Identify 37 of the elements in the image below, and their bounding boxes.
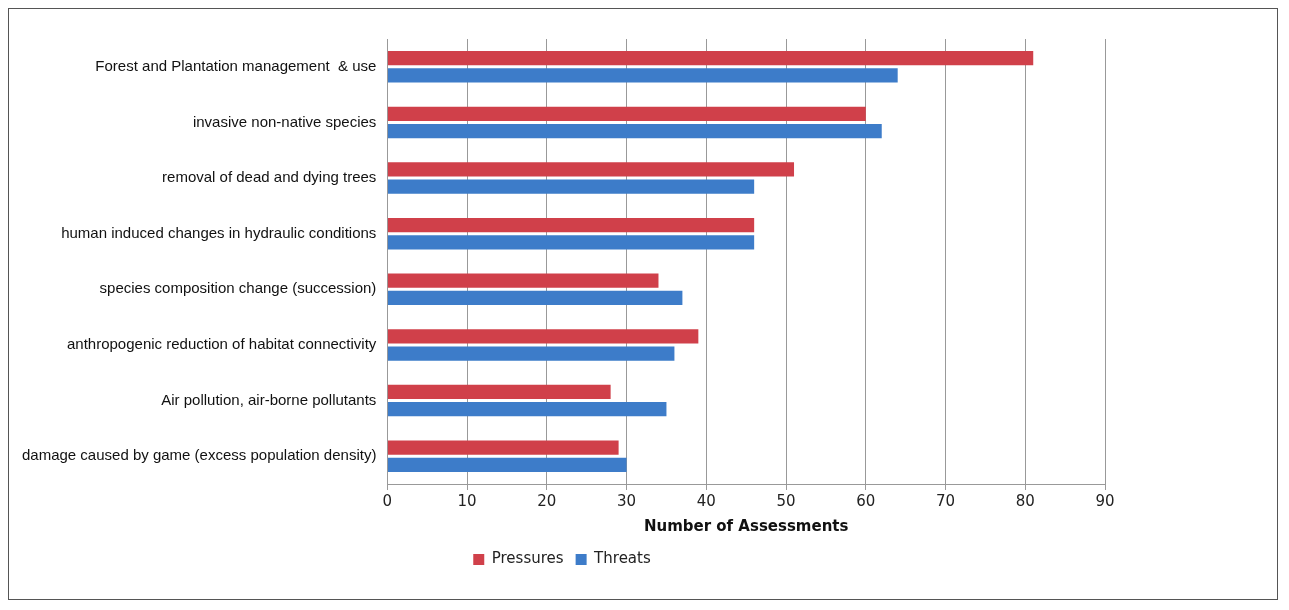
bar <box>387 329 699 344</box>
bar <box>387 346 675 361</box>
bar <box>387 402 667 417</box>
bar <box>387 235 755 250</box>
bar <box>387 179 755 194</box>
x-axis-title: Number of Assessments <box>643 516 849 535</box>
bar <box>387 106 866 121</box>
legend-label: Threats <box>593 549 651 568</box>
y-tick-label: anthropogenic reduction of habitat connectivity <box>67 335 377 353</box>
y-tick-label: species composition change (succession) <box>99 279 377 297</box>
x-tick-label: 70 <box>935 491 956 510</box>
bar <box>387 290 683 305</box>
bar <box>387 384 611 400</box>
x-tick-label: 40 <box>696 491 716 510</box>
x-tick-label: 50 <box>776 491 796 510</box>
bar <box>387 273 659 288</box>
y-tick-label: damage caused by game (excess population density) <box>22 446 377 464</box>
bar <box>387 123 882 139</box>
x-tick-label: 90 <box>1095 491 1115 510</box>
bar <box>387 440 619 455</box>
y-tick-label: Forest and Plantation management & use <box>95 56 377 74</box>
bar <box>387 457 627 472</box>
y-tick-label: invasive non-native species <box>192 112 377 130</box>
bar <box>387 162 795 177</box>
bar <box>387 51 1034 66</box>
bar <box>387 218 755 233</box>
x-tick-label: 30 <box>617 491 637 510</box>
y-tick-label: removal of dead and dying trees <box>162 168 377 186</box>
legend-label: Pressures <box>491 549 564 568</box>
x-tick-label: 80 <box>1015 491 1035 510</box>
y-tick-label: human induced changes in hydraulic conditions <box>61 223 377 241</box>
x-tick-label: 10 <box>457 491 477 510</box>
x-tick-label: 60 <box>856 491 876 510</box>
y-tick-label: Air pollution, air-borne pollutants <box>161 390 377 408</box>
x-tick-label: 0 <box>382 491 393 510</box>
bar <box>387 68 898 83</box>
x-tick-label: 20 <box>537 491 557 510</box>
